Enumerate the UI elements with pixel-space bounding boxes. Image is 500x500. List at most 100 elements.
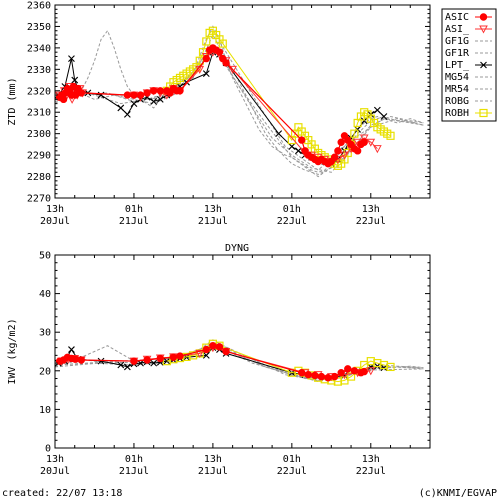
plot-frame <box>54 254 431 449</box>
data-point-lptu <box>380 113 388 120</box>
data-point-asic <box>215 343 224 351</box>
y-tick-label: 2320 <box>27 86 51 97</box>
data-point-asic <box>330 153 339 161</box>
x-tick-date-label: 20Jul <box>40 216 70 227</box>
data-point-asic <box>337 369 345 377</box>
x-tick-label: 01h <box>283 454 301 465</box>
iwv-plot: 0102030405013h20Jul01h21Jul13h21Jul01h22… <box>7 251 431 477</box>
x-tick-date-label: 21Jul <box>119 466 149 477</box>
data-point-asic <box>176 352 184 360</box>
y-tick-label: 2340 <box>27 43 51 54</box>
data-point-asic <box>222 59 230 67</box>
data-point-lptu <box>156 95 164 103</box>
legend-label-robh: ROBH <box>445 108 469 119</box>
data-point-asic <box>334 147 342 155</box>
data-point-asic <box>360 367 368 376</box>
data-point-robh <box>350 129 359 138</box>
x-tick-label: 01h <box>125 454 143 465</box>
data-point-asic <box>298 369 306 377</box>
data-point-asic <box>156 87 164 95</box>
data-point-asic <box>123 91 132 99</box>
y-tick-label: 2300 <box>27 129 51 140</box>
x-tick-date-label: 22Jul <box>277 216 307 227</box>
y-tick-label: 2310 <box>27 108 51 119</box>
data-point-asic <box>209 342 217 350</box>
data-point-robh <box>346 372 356 381</box>
data-point-asic <box>337 138 345 146</box>
series-group <box>55 339 424 386</box>
data-point-asic <box>59 95 68 104</box>
data-point-lptu <box>97 91 105 99</box>
data-point-lptu <box>150 359 158 367</box>
data-point-asic <box>324 374 332 382</box>
data-point-asiu <box>340 151 349 160</box>
x-tick-date-label: 22Jul <box>356 216 386 227</box>
data-point-lptu <box>150 98 158 105</box>
series-line-robh <box>166 30 391 167</box>
y-tick-label: 2280 <box>27 172 51 183</box>
legend-label-gf1g: GF1G <box>445 36 469 47</box>
station-title: DYNG <box>225 243 249 254</box>
data-point-lptu <box>202 351 210 359</box>
x-tick-date-label: 20Jul <box>40 466 70 477</box>
data-point-lptu <box>275 130 283 138</box>
x-tick-label: 01h <box>283 204 301 215</box>
legend-label-robg: ROBG <box>445 96 469 107</box>
data-point-asic <box>222 347 230 356</box>
y-tick-label: 2360 <box>27 1 51 12</box>
data-point-asic <box>77 89 86 97</box>
legend-label-asic: ASIC <box>445 12 469 23</box>
data-point-asiu <box>228 65 237 74</box>
data-point-lptu <box>354 125 362 133</box>
data-point-lptu <box>373 106 381 114</box>
y-tick-label: 40 <box>39 289 51 300</box>
ztd-plot: 2270 2280 2290 2300 2310 2320 2330 2340 2350 2360… <box>7 1 431 227</box>
data-point-robh <box>386 131 395 140</box>
data-point-asic <box>344 365 352 373</box>
y-tick-label: 20 <box>39 366 51 377</box>
data-point-lptu <box>288 143 296 150</box>
y-tick-label: 2290 <box>27 151 51 162</box>
data-point-asic <box>169 353 178 361</box>
data-point-asiu <box>373 145 382 154</box>
data-point-asic <box>202 345 211 354</box>
series-line-gf1g <box>55 25 424 173</box>
data-point-asic <box>353 147 362 155</box>
legend-marker <box>480 61 487 69</box>
data-point-lptu <box>130 100 138 108</box>
data-point-asiu <box>195 349 205 358</box>
legend-label-gf1r: GF1R <box>445 48 470 59</box>
data-point-lptu <box>202 70 210 78</box>
x-tick-date-label: 22Jul <box>356 466 386 477</box>
y-tick-label: 50 <box>39 251 51 262</box>
data-point-robh <box>195 56 204 65</box>
data-point-asic <box>71 355 80 363</box>
y-tick-label: 2350 <box>27 22 51 33</box>
data-point-lptu <box>97 357 105 365</box>
y-tick-label: 30 <box>39 328 51 339</box>
legend-label-lptu: LPT_ <box>445 60 470 71</box>
x-tick-date-label: 21Jul <box>198 216 228 227</box>
data-point-lptu <box>117 361 125 369</box>
data-point-asic <box>311 371 319 380</box>
series-line-mg54 <box>55 33 424 173</box>
data-point-asic <box>143 89 151 97</box>
series-line-asiu <box>58 51 378 163</box>
x-tick-label: 13h <box>362 454 380 465</box>
data-point-asic <box>215 48 224 56</box>
y-tick-label: 0 <box>45 444 51 455</box>
x-tick-label: 13h <box>46 454 64 465</box>
x-tick-label: 13h <box>204 204 222 215</box>
data-point-lptu <box>71 76 79 84</box>
data-point-asic <box>176 87 184 95</box>
legend-label-asiu: ASI_ <box>445 24 470 35</box>
credit-label: (c)KNMI/EGVAP <box>418 488 497 499</box>
y-tick-label: 2330 <box>27 65 51 76</box>
data-point-lptu <box>68 346 75 353</box>
data-point-robh <box>386 362 395 372</box>
data-point-asic <box>156 354 164 363</box>
y-tick-label: 2270 <box>27 194 51 205</box>
legend-marker <box>479 13 488 21</box>
